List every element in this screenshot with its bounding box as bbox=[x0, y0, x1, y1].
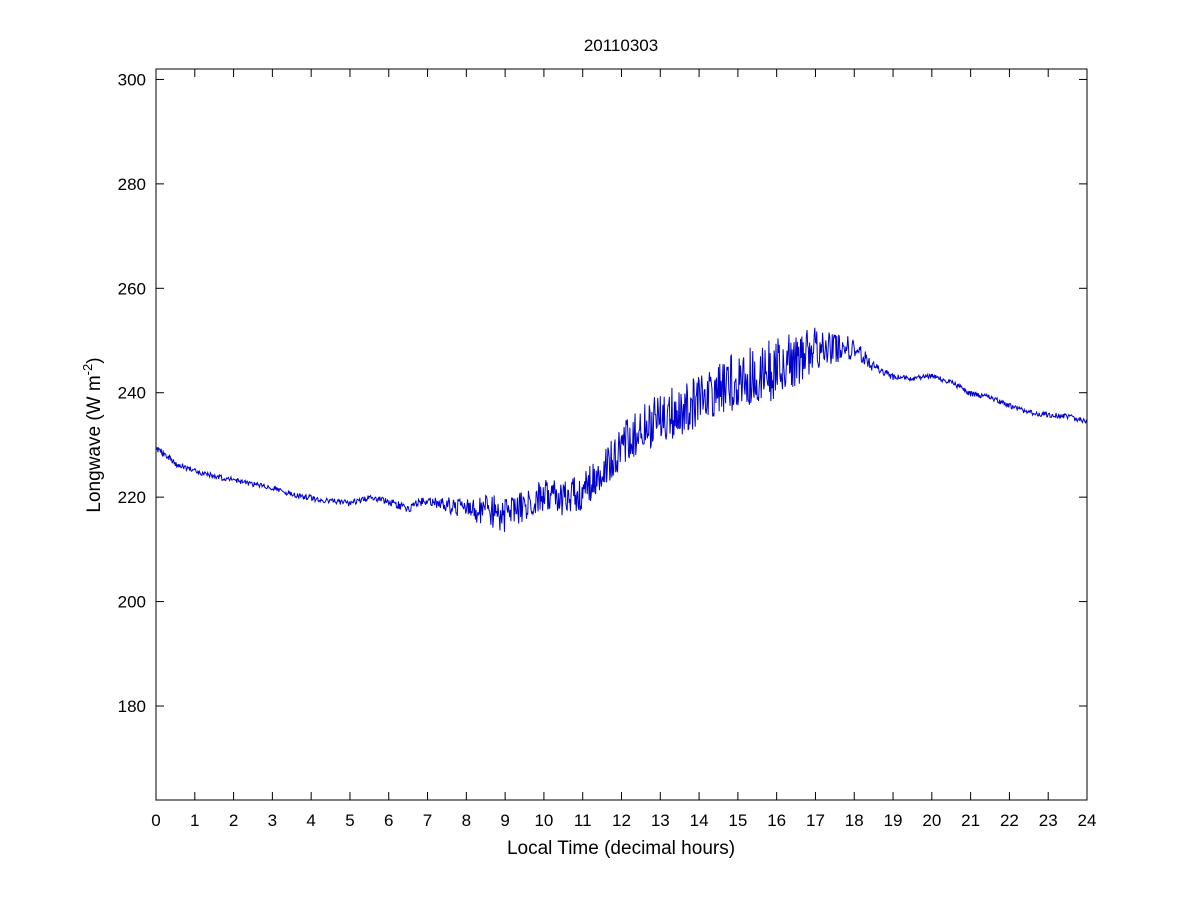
y-tick-label: 280 bbox=[118, 175, 146, 194]
y-tick-label: 300 bbox=[118, 70, 146, 89]
x-tick-label: 19 bbox=[884, 811, 903, 830]
y-axis-ticks: 180 200 220 240 260 280 300 bbox=[118, 70, 1087, 716]
x-tick-label: 22 bbox=[1000, 811, 1019, 830]
x-tick-label: 10 bbox=[534, 811, 553, 830]
y-axis-title-suffix: ) bbox=[84, 357, 105, 363]
x-tick-label: 16 bbox=[767, 811, 786, 830]
x-tick-label: 24 bbox=[1078, 811, 1097, 830]
y-axis-title-main: Longwave (W m bbox=[84, 375, 105, 512]
x-tick-label: 4 bbox=[306, 811, 315, 830]
y-tick-label: 180 bbox=[118, 697, 146, 716]
x-tick-label: 5 bbox=[345, 811, 354, 830]
x-tick-label: 0 bbox=[151, 811, 160, 830]
y-axis-title: Longwave (W m-2) bbox=[80, 357, 105, 512]
series-layer bbox=[155, 327, 1088, 532]
x-axis-ticks: 0 1 2 3 4 5 6 7 8 9 10 11 12 13 14 15 16 17 18 19 20 21 22 23 24 bbox=[151, 69, 1096, 830]
x-tick-label: 20 bbox=[922, 811, 941, 830]
plot-area: 0 1 2 3 4 5 6 7 8 9 10 11 12 13 14 15 16 17 18 19 20 21 22 23 24… bbox=[118, 68, 1096, 830]
y-tick-label: 260 bbox=[118, 279, 146, 298]
x-tick-label: 12 bbox=[612, 811, 631, 830]
x-tick-label: 23 bbox=[1039, 811, 1058, 830]
x-tick-label: 13 bbox=[651, 811, 670, 830]
y-tick-label: 220 bbox=[118, 488, 146, 507]
x-tick-label: 6 bbox=[384, 811, 393, 830]
x-tick-label: 11 bbox=[574, 811, 592, 830]
x-tick-label: 1 bbox=[190, 811, 199, 830]
x-axis-title: Local Time (decimal hours) bbox=[507, 838, 735, 859]
x-tick-label: 18 bbox=[845, 811, 864, 830]
x-tick-label: 8 bbox=[462, 811, 471, 830]
x-tick-label: 9 bbox=[500, 811, 509, 830]
x-tick-label: 15 bbox=[728, 811, 747, 830]
x-tick-label: 3 bbox=[268, 811, 277, 830]
y-tick-label: 200 bbox=[118, 593, 146, 612]
x-tick-label: 21 bbox=[961, 811, 980, 830]
y-axis-title-superscript: -2 bbox=[80, 364, 95, 376]
plot-background bbox=[156, 69, 1087, 800]
x-tick-label: 2 bbox=[229, 811, 238, 830]
chart-title: 20110303 bbox=[584, 36, 658, 55]
series-line-0 bbox=[155, 327, 1088, 532]
x-tick-label: 17 bbox=[806, 811, 825, 830]
x-tick-label: 14 bbox=[690, 811, 709, 830]
y-tick-label: 240 bbox=[118, 384, 146, 403]
x-tick-label: 7 bbox=[423, 811, 432, 830]
